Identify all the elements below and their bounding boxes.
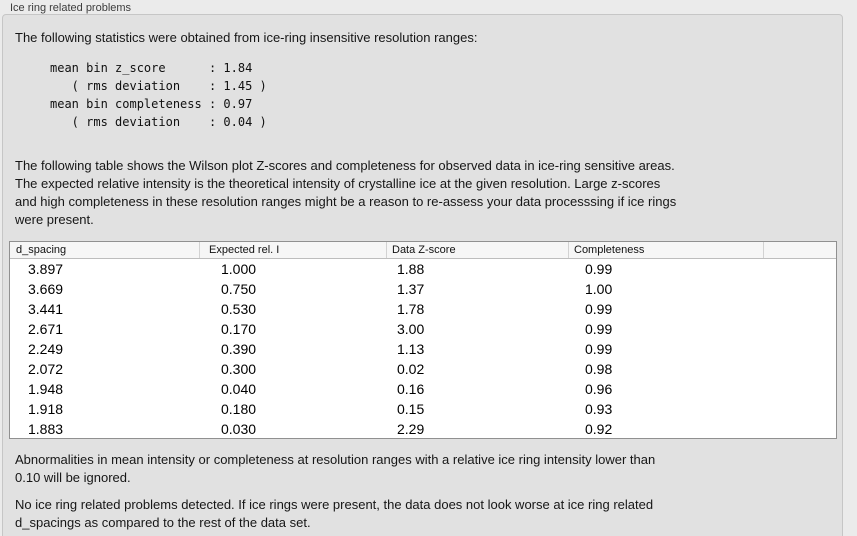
table-cell: 1.13	[397, 341, 425, 357]
intro-text: The following statistics were obtained f…	[15, 30, 478, 45]
table-cell: 1.37	[397, 281, 425, 297]
table-cell: 0.390	[221, 341, 257, 357]
table-cell: 0.96	[585, 381, 613, 397]
table-cell: 3.441	[28, 301, 64, 317]
text-line: mean bin z_score : 1.84	[50, 61, 253, 75]
table-cell: 3.897	[28, 261, 64, 277]
table-cell: 1.883	[28, 421, 64, 437]
table-row[interactable]: 3.441 0.530 1.78 0.99	[10, 299, 836, 319]
text-line: ( rms deviation : 0.04 )	[50, 115, 267, 129]
table-cell: 0.92	[585, 421, 613, 437]
table-cell: 0.15	[397, 401, 425, 417]
column-header-data-z-score[interactable]: Data Z-score	[387, 242, 569, 258]
table-description-text: The following table shows the Wilson plo…	[15, 157, 676, 229]
table-cell: 0.02	[397, 361, 425, 377]
table-cell: 3.00	[397, 321, 425, 337]
text-line: and high completeness in these resolutio…	[15, 194, 677, 209]
text-line: No ice ring related problems detected. I…	[15, 497, 654, 512]
table-cell: 1.78	[397, 301, 425, 317]
table-cell: 0.750	[221, 281, 257, 297]
table-cell	[764, 259, 836, 279]
text-line: ( rms deviation : 1.45 )	[50, 79, 267, 93]
table-cell: 0.530	[221, 301, 257, 317]
ice-ring-table: d_spacing Expected rel. I Data Z-score Comp…	[9, 241, 837, 439]
table-row[interactable]: 3.897 1.000 1.88 0.99	[10, 259, 836, 279]
table-cell: 0.16	[397, 381, 425, 397]
table-cell: 1.88	[397, 261, 425, 277]
table-cell: 0.300	[221, 361, 257, 377]
table-row[interactable]: 2.072 0.300 0.02 0.98	[10, 359, 836, 379]
table-row[interactable]: 1.883 0.030 2.29 0.92	[10, 419, 836, 438]
column-header-d-spacing[interactable]: d_spacing	[10, 242, 200, 258]
abnormalities-note-text: Abnormalities in mean intensity or compl…	[15, 451, 655, 487]
text-line: 0.10 will be ignored.	[15, 470, 131, 485]
text-line: Abnormalities in mean intensity or compl…	[15, 452, 656, 467]
table-cell: 0.99	[585, 301, 613, 317]
table-cell: 1.918	[28, 401, 64, 417]
table-cell	[764, 319, 836, 339]
table-cell: 2.072	[28, 361, 64, 377]
table-cell: 0.99	[585, 261, 613, 277]
text-line: The following table shows the Wilson plo…	[15, 158, 675, 173]
text-line: The expected relative intensity is the t…	[15, 176, 661, 191]
table-row[interactable]: 3.669 0.750 1.37 1.00	[10, 279, 836, 299]
table-cell: 0.030	[221, 421, 257, 437]
text-line: mean bin completeness : 0.97	[50, 97, 253, 111]
table-cell	[764, 299, 836, 319]
column-header-filler	[764, 242, 836, 258]
table-cell: 1.00	[585, 281, 613, 297]
table-row[interactable]: 1.918 0.180 0.15 0.93	[10, 399, 836, 419]
table-cell: 0.170	[221, 321, 257, 337]
table-cell: 1.948	[28, 381, 64, 397]
text-line: d_spacings as compared to the rest of th…	[15, 515, 311, 530]
table-row[interactable]: 1.948 0.040 0.16 0.96	[10, 379, 836, 399]
table-cell: 0.93	[585, 401, 613, 417]
ice-ring-panel: The following statistics were obtained f…	[2, 14, 843, 536]
groupbox-title: Ice ring related problems	[10, 2, 132, 14]
table-cell: 1.000	[221, 261, 257, 277]
table-cell: 2.671	[28, 321, 64, 337]
table-cell	[764, 339, 836, 359]
conclusion-text: No ice ring related problems detected. I…	[15, 496, 653, 532]
table-cell	[764, 379, 836, 399]
table-cell: 0.040	[221, 381, 257, 397]
statistics-block: mean bin z_score : 1.84 ( rms deviation …	[50, 59, 267, 131]
column-header-expected-rel-i[interactable]: Expected rel. I	[200, 242, 387, 258]
table-body: 3.897 1.000 1.88 0.99 3.669 0.750 1.37 1.00 3.44…	[10, 259, 836, 438]
table-cell: 2.249	[28, 341, 64, 357]
table-cell	[764, 359, 836, 379]
table-cell: 0.99	[585, 321, 613, 337]
table-cell	[764, 399, 836, 419]
table-header-row: d_spacing Expected rel. I Data Z-score Comp…	[10, 242, 836, 259]
table-cell: 0.99	[585, 341, 613, 357]
table-cell: 2.29	[397, 421, 425, 437]
table-row[interactable]: 2.249 0.390 1.13 0.99	[10, 339, 836, 359]
table-cell	[764, 419, 836, 438]
table-cell: 0.180	[221, 401, 257, 417]
table-cell: 0.98	[585, 361, 613, 377]
table-cell: 3.669	[28, 281, 64, 297]
column-header-completeness[interactable]: Completeness	[569, 242, 764, 258]
table-cell	[764, 279, 836, 299]
table-row[interactable]: 2.671 0.170 3.00 0.99	[10, 319, 836, 339]
text-line: were present.	[15, 212, 94, 227]
